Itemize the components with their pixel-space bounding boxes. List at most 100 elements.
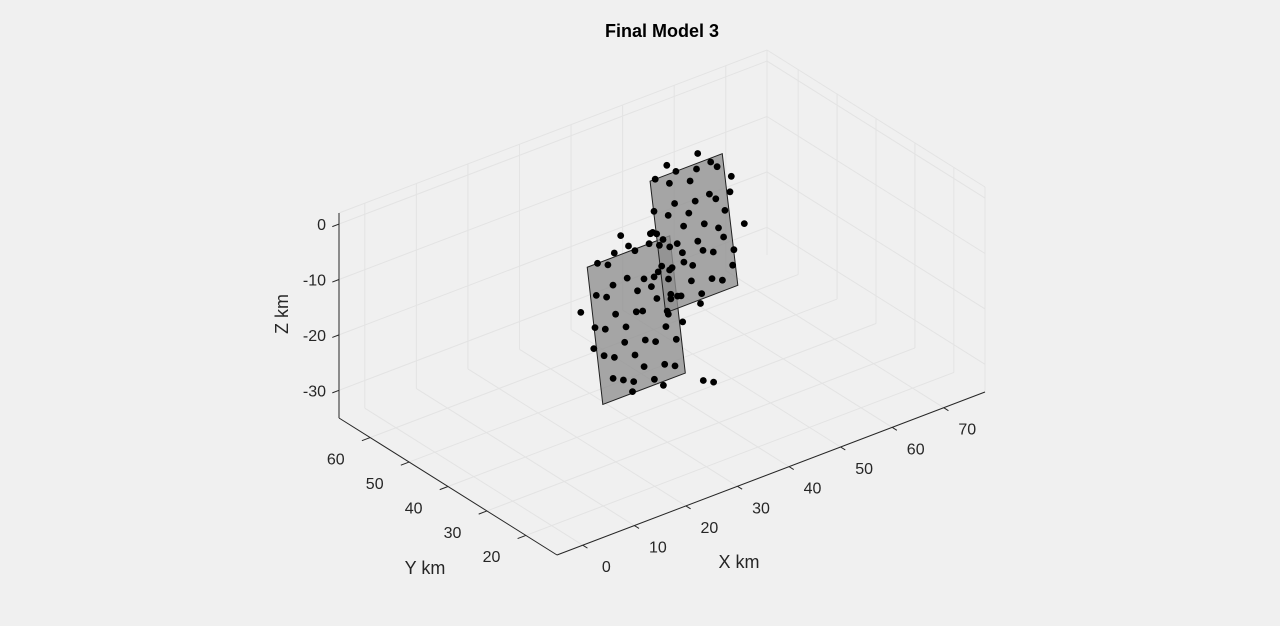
data-point (630, 378, 638, 385)
data-point (672, 335, 680, 343)
data-point (600, 352, 608, 360)
z-tick (332, 389, 340, 394)
data-point (665, 275, 672, 283)
z-tick-label: -20 (303, 328, 326, 345)
data-point (713, 163, 721, 171)
data-point (680, 222, 687, 230)
x-tick (582, 544, 588, 549)
data-point (729, 261, 737, 269)
grid-line-y-floor (447, 323, 877, 487)
data-point (688, 277, 695, 285)
data-point (632, 308, 640, 316)
data-point (707, 158, 715, 166)
data-point (699, 377, 707, 384)
data-point (671, 362, 679, 370)
data-point (640, 275, 648, 283)
x-tick (891, 426, 898, 431)
data-point (686, 177, 694, 185)
data-point (609, 281, 617, 289)
data-point (621, 338, 629, 346)
grid-frame-line (766, 49, 986, 188)
hypocenter-points (577, 150, 748, 395)
data-point (623, 274, 631, 282)
x-tick-label: 40 (804, 481, 822, 498)
data-point (727, 172, 735, 180)
data-point (612, 310, 619, 318)
grid-line-z-back (338, 116, 768, 280)
grid-line-z-back (338, 60, 768, 225)
data-point (650, 207, 658, 215)
data-point (577, 309, 585, 316)
data-point (680, 258, 688, 266)
x-tick-label: 70 (958, 422, 976, 439)
x-tick (634, 525, 640, 529)
x-tick (737, 485, 743, 490)
data-point (672, 168, 680, 175)
data-point (726, 188, 734, 196)
data-point (667, 295, 675, 303)
data-point (691, 197, 699, 205)
data-point (631, 247, 639, 255)
data-point (708, 275, 716, 282)
data-point (685, 209, 693, 217)
data-point (639, 307, 647, 315)
data-point (609, 375, 617, 382)
data-point (629, 388, 636, 395)
grid-line-z-side (766, 116, 986, 254)
data-point (622, 323, 630, 331)
data-point (591, 324, 599, 331)
y-tick-label: 40 (405, 500, 423, 517)
data-point (666, 179, 673, 187)
data-point (730, 246, 738, 254)
data-point (700, 220, 708, 228)
x-axis-line (556, 391, 986, 556)
y-tick-label: 30 (444, 525, 462, 542)
data-point (720, 233, 727, 241)
x-tick-label: 30 (752, 500, 770, 517)
data-point (611, 354, 618, 361)
x-tick (943, 407, 949, 412)
y-tick-label: 60 (327, 451, 345, 468)
data-point (689, 262, 697, 269)
grid-line-z-side (766, 226, 986, 365)
x-tick (840, 446, 846, 451)
data-point (620, 376, 627, 384)
data-point (712, 195, 720, 203)
data-point (641, 336, 649, 344)
data-point (699, 247, 707, 254)
data-point (679, 318, 687, 326)
data-point (673, 240, 681, 248)
data-point (721, 207, 729, 214)
y-tick (517, 534, 527, 540)
y-tick (361, 437, 371, 442)
y-tick (439, 486, 449, 491)
z-tick (332, 223, 340, 228)
y-tick-label: 50 (366, 476, 384, 493)
data-point (656, 241, 663, 249)
y-tick-label: 20 (483, 549, 501, 566)
z-tick-label: 0 (317, 217, 326, 234)
data-point (698, 290, 706, 297)
data-point (664, 310, 672, 318)
data-point (694, 150, 702, 157)
fault-planes (586, 152, 739, 406)
data-point (659, 236, 667, 243)
z-tick-label: -10 (303, 272, 326, 289)
data-point (625, 242, 632, 250)
data-point (650, 273, 658, 281)
data-point (634, 287, 641, 295)
data-point (651, 375, 658, 383)
data-point (666, 243, 674, 251)
data-point (653, 230, 661, 238)
data-point (648, 283, 655, 290)
grid-frame-line (338, 49, 768, 214)
grid-line-y-floor (486, 347, 916, 512)
data-point (594, 259, 601, 267)
z-axis-label: Z km (272, 294, 292, 334)
data-point (662, 323, 670, 330)
data-point (604, 261, 612, 269)
x-tick (788, 466, 794, 470)
data-point (592, 292, 600, 299)
data-point (631, 351, 639, 359)
